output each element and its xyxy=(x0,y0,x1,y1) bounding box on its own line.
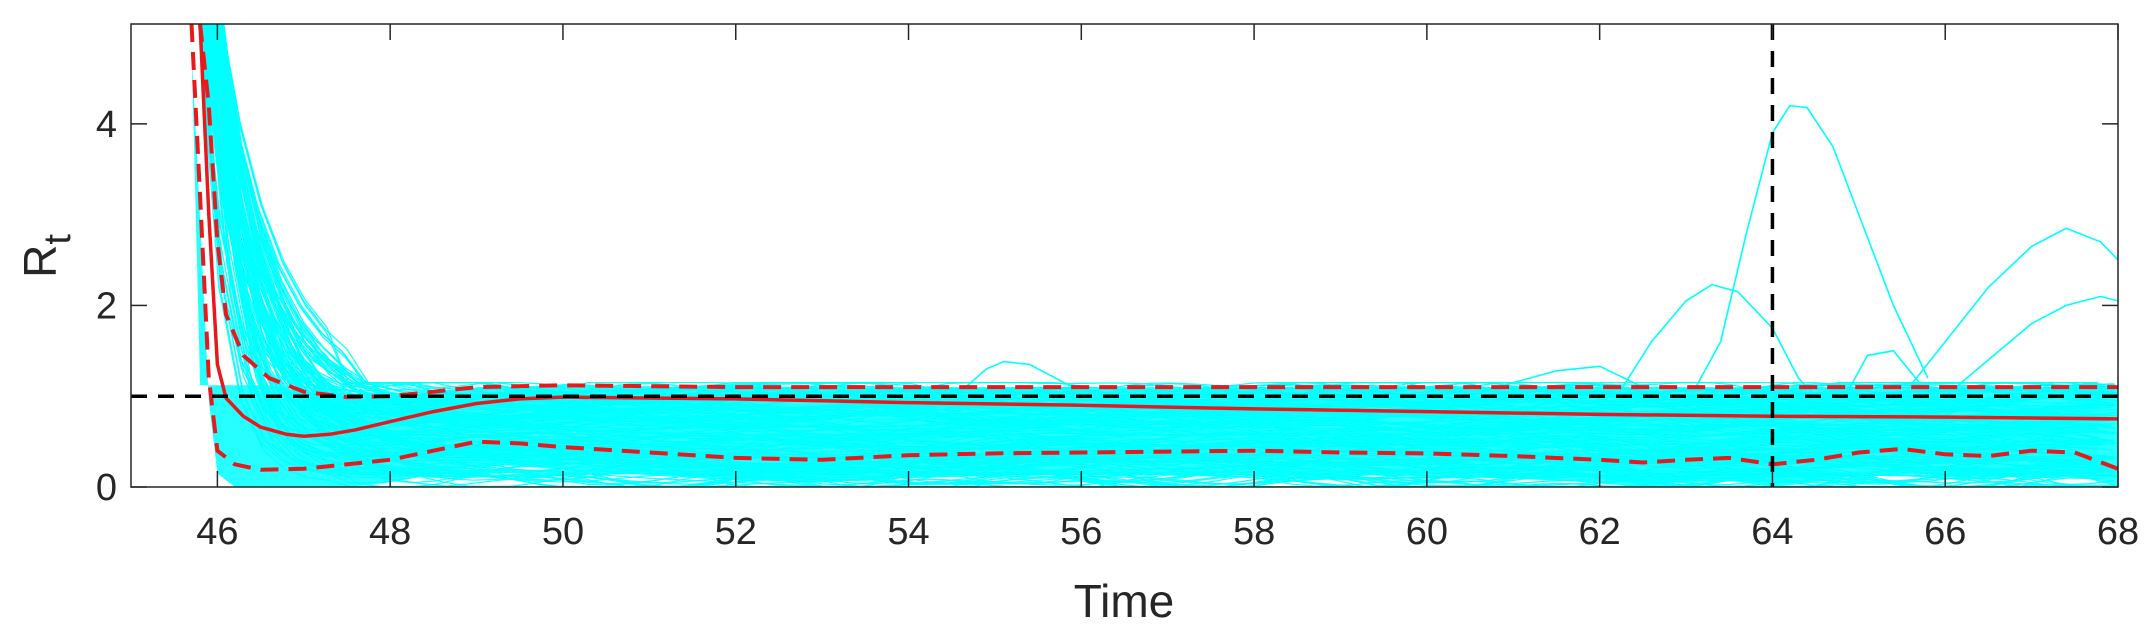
excursion-trace xyxy=(1685,104,1929,406)
excursion-trace xyxy=(1849,349,1920,388)
x-tick-label: 54 xyxy=(887,511,929,553)
x-tick-label: 48 xyxy=(369,511,411,553)
plot-frame xyxy=(130,23,2119,488)
y-axis-label-sub: t xyxy=(37,234,79,245)
x-tick-label: 52 xyxy=(715,511,757,553)
y-tick-label: 0 xyxy=(96,467,117,509)
ensemble-band xyxy=(191,46,2118,487)
excursion-trace xyxy=(959,360,1082,393)
y-tick-label: 4 xyxy=(96,104,117,146)
highlighted-traces xyxy=(959,104,2118,406)
x-tick-label: 68 xyxy=(2097,511,2139,553)
x-tick-label: 64 xyxy=(1751,511,1793,553)
y-tick-label: 2 xyxy=(96,285,117,327)
excursion-trace xyxy=(1944,295,2118,397)
y-axis-label-main: R xyxy=(14,245,66,278)
reference-lines xyxy=(131,24,2118,487)
x-tick-label: 50 xyxy=(542,511,584,553)
x-tick-label: 66 xyxy=(1924,511,1966,553)
x-tick-label: 58 xyxy=(1233,511,1275,553)
excursion-trace xyxy=(1616,283,1825,406)
lower-bound-line xyxy=(189,24,2118,472)
summary-lines xyxy=(189,24,2118,472)
excursion-trace xyxy=(1901,227,2118,397)
x-tick-label: 60 xyxy=(1406,511,1448,553)
median-line xyxy=(198,24,2118,438)
svg-text:Rt: Rt xyxy=(14,234,79,278)
axis-ticks: 46 48 50 52 54 56 58 60 62 64 66 68 0 2 4 xyxy=(96,24,2139,553)
x-tick-label: 56 xyxy=(1060,511,1102,553)
x-tick-label: 62 xyxy=(1579,511,1621,553)
x-tick-label: 46 xyxy=(196,511,238,553)
y-axis-label: Rt xyxy=(14,234,79,278)
x-axis-label: Time xyxy=(1074,575,1175,627)
